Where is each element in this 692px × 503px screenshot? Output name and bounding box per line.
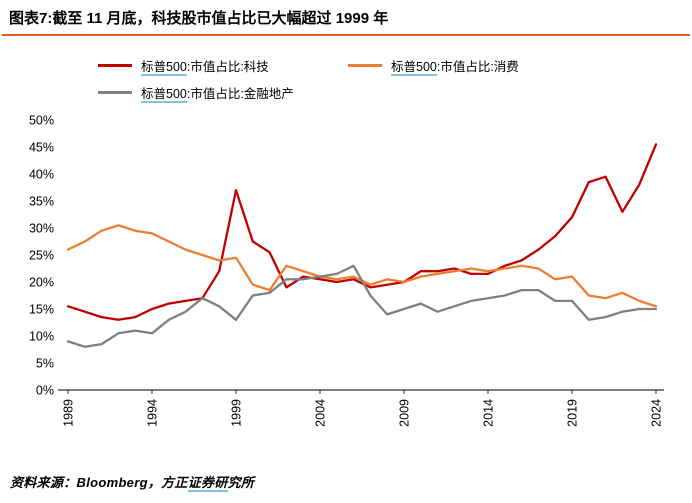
svg-text:40%: 40%	[29, 167, 54, 181]
svg-text:2009: 2009	[398, 398, 412, 426]
figure-title: 图表7:截至 11 月底，科技股市值占比已大幅超过 1999 年	[9, 10, 389, 27]
title-divider	[2, 33, 690, 36]
legend-item: 标普500:市值占比:金融地产	[98, 83, 348, 103]
svg-text:20%: 20%	[29, 275, 54, 289]
legend-swatch	[348, 63, 382, 67]
svg-text:2004: 2004	[314, 398, 328, 426]
legend-swatch	[98, 90, 132, 94]
legend-label: 标普500:市值占比:消费	[391, 59, 519, 76]
legend-item: 标普500:市值占比:消费	[348, 56, 692, 76]
legend-swatch	[98, 63, 132, 67]
legend-label: 标普500:市值占比:金融地产	[141, 86, 294, 103]
svg-text:1999: 1999	[230, 398, 244, 426]
svg-text:15%: 15%	[29, 302, 54, 316]
legend-item: 标普500:市值占比:科技	[98, 56, 348, 76]
svg-text:30%: 30%	[29, 221, 54, 235]
svg-text:5%: 5%	[36, 356, 54, 370]
svg-text:45%: 45%	[29, 140, 54, 154]
svg-text:25%: 25%	[29, 248, 54, 262]
svg-text:10%: 10%	[29, 329, 54, 343]
svg-text:2024: 2024	[650, 398, 664, 426]
svg-text:35%: 35%	[29, 194, 54, 208]
svg-text:1994: 1994	[146, 398, 160, 426]
line-chart: 0% 5% 10% 15% 20% 25% 30% 35% 40% 45% 50% 1989 1994 1…	[29, 113, 664, 426]
chart-legend: 标普500:市值占比:科技 标普500:市值占比:消费标普500:市值占比:金融地…	[98, 56, 692, 103]
svg-text:2019: 2019	[566, 398, 580, 426]
svg-text:50%: 50%	[29, 113, 54, 127]
source-text: 资料来源：Bloomberg，方正证券研究所	[10, 475, 255, 492]
svg-text:0%: 0%	[36, 383, 54, 397]
legend-label: 标普500:市值占比:科技	[141, 59, 269, 76]
source-note: 资料来源：Bloomberg，方正证券研究所	[10, 472, 255, 492]
svg-text:2014: 2014	[482, 398, 496, 426]
svg-text:1989: 1989	[62, 398, 76, 426]
